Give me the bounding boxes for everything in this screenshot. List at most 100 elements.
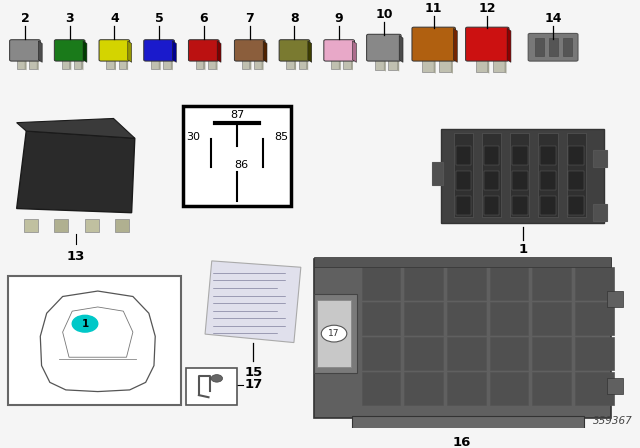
Bar — [593, 150, 607, 167]
Polygon shape — [205, 261, 301, 343]
Text: 17: 17 — [328, 329, 340, 338]
Polygon shape — [294, 60, 296, 70]
Polygon shape — [217, 41, 221, 62]
Text: 1: 1 — [518, 243, 527, 256]
Text: 87: 87 — [230, 110, 244, 120]
Bar — [607, 378, 623, 394]
Bar — [442, 129, 604, 223]
Bar — [61, 60, 69, 69]
Text: 17: 17 — [244, 378, 263, 391]
Bar — [440, 60, 451, 73]
Polygon shape — [38, 41, 42, 62]
FancyBboxPatch shape — [324, 40, 355, 61]
Bar — [84, 219, 99, 232]
Bar — [607, 291, 623, 306]
Text: 15: 15 — [244, 366, 262, 379]
Bar — [8, 276, 180, 405]
Polygon shape — [384, 60, 386, 72]
Bar — [186, 368, 237, 405]
Bar — [422, 60, 434, 73]
Bar — [115, 219, 129, 232]
Bar — [447, 302, 486, 335]
Text: 13: 13 — [67, 250, 85, 263]
Bar — [568, 146, 584, 164]
Polygon shape — [25, 60, 26, 70]
Bar — [575, 302, 614, 335]
Polygon shape — [17, 118, 135, 138]
Bar — [484, 146, 499, 164]
Bar — [532, 267, 571, 300]
Bar — [490, 337, 529, 370]
Bar — [432, 163, 444, 185]
Bar — [476, 60, 487, 73]
Bar — [532, 337, 571, 370]
Bar — [593, 204, 607, 221]
Bar — [254, 60, 262, 69]
Text: 85: 85 — [274, 132, 288, 142]
Bar — [362, 337, 401, 370]
FancyBboxPatch shape — [412, 27, 456, 61]
Polygon shape — [339, 60, 340, 70]
Bar — [362, 267, 401, 300]
Bar — [74, 60, 81, 69]
Text: 10: 10 — [375, 8, 392, 21]
Polygon shape — [504, 60, 506, 73]
Text: 12: 12 — [479, 2, 496, 15]
Bar — [362, 372, 401, 405]
Bar — [352, 416, 584, 430]
Bar — [490, 267, 529, 300]
Polygon shape — [397, 60, 399, 72]
Bar — [331, 60, 339, 69]
Bar — [456, 196, 471, 215]
Text: 2: 2 — [20, 12, 29, 25]
Bar — [532, 372, 571, 405]
Bar — [540, 146, 556, 164]
Bar — [182, 106, 291, 207]
Text: 359367: 359367 — [593, 416, 633, 426]
Text: 4: 4 — [110, 12, 119, 25]
Polygon shape — [81, 60, 83, 70]
Bar — [208, 60, 216, 69]
Bar — [447, 267, 486, 300]
FancyBboxPatch shape — [367, 34, 401, 61]
Bar — [314, 259, 611, 418]
Polygon shape — [114, 60, 116, 70]
Bar — [388, 60, 397, 70]
Polygon shape — [17, 131, 135, 213]
Polygon shape — [159, 60, 161, 70]
Polygon shape — [83, 41, 87, 62]
Bar — [568, 171, 584, 190]
Polygon shape — [36, 60, 38, 70]
Bar — [314, 257, 611, 267]
Polygon shape — [126, 60, 128, 70]
Polygon shape — [128, 41, 132, 62]
Polygon shape — [434, 60, 436, 73]
Text: 86: 86 — [234, 160, 248, 170]
Polygon shape — [351, 60, 353, 70]
Text: 9: 9 — [335, 12, 344, 25]
Bar — [242, 60, 250, 69]
Circle shape — [321, 325, 347, 342]
Bar — [493, 60, 504, 73]
Bar — [575, 337, 614, 370]
FancyBboxPatch shape — [279, 40, 310, 61]
Bar — [106, 60, 114, 69]
Text: 14: 14 — [545, 12, 562, 25]
Bar — [118, 60, 126, 69]
Bar — [447, 337, 486, 370]
Bar — [456, 171, 471, 190]
Text: 3: 3 — [65, 12, 74, 25]
Bar — [343, 60, 351, 69]
Circle shape — [72, 315, 98, 332]
Bar — [490, 302, 529, 335]
FancyBboxPatch shape — [234, 40, 265, 61]
Circle shape — [211, 375, 223, 382]
Polygon shape — [399, 35, 403, 62]
Bar — [484, 171, 499, 190]
FancyBboxPatch shape — [528, 34, 578, 61]
Bar — [17, 60, 25, 69]
Bar — [404, 302, 443, 335]
FancyBboxPatch shape — [10, 40, 40, 61]
Text: 1: 1 — [81, 319, 88, 329]
Bar — [362, 302, 401, 335]
